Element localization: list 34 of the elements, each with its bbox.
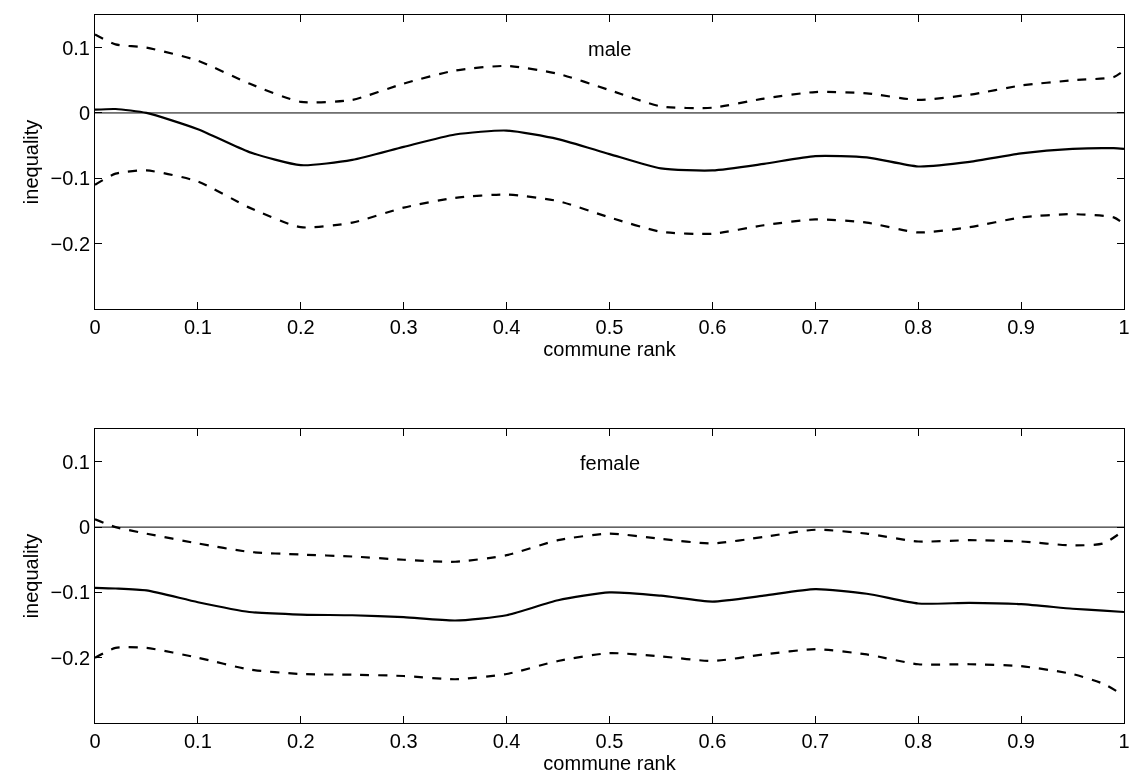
y-tick-label: −0.2 — [50, 646, 90, 669]
x-tick-label: 0.5 — [595, 315, 624, 338]
x-tick-label: 0.9 — [1007, 315, 1036, 338]
x-tick-label: 0.4 — [492, 315, 521, 338]
annotation: female — [580, 452, 641, 474]
x-tick-label: 1 — [1118, 730, 1130, 752]
x-tick-label: 0.7 — [801, 730, 830, 752]
y-axis-title: inequality — [20, 119, 43, 205]
y-axis-title: inequality — [20, 533, 43, 619]
x-axis-title: commune rank — [543, 752, 677, 774]
y-tick-label: 0.1 — [62, 36, 90, 59]
x-tick-label: 0.6 — [698, 315, 727, 338]
x-tick-label: 0.1 — [183, 730, 212, 752]
x-tick-label: 0.5 — [595, 730, 624, 752]
x-tick-label: 0.9 — [1007, 730, 1036, 752]
x-tick-label: 0.6 — [698, 730, 727, 752]
x-tick-label: 0.2 — [286, 730, 315, 752]
x-tick-label: 0.4 — [492, 730, 521, 752]
x-axis-title: commune rank — [543, 337, 677, 360]
y-tick-label: −0.1 — [50, 581, 90, 604]
x-tick-label: 0.3 — [389, 730, 418, 752]
x-tick-label: 0.1 — [183, 315, 212, 338]
y-tick-label: −0.2 — [50, 232, 90, 255]
x-tick-label: 1 — [1118, 315, 1130, 338]
x-tick-label: 0.8 — [904, 730, 933, 752]
x-tick-label: 0.2 — [286, 315, 315, 338]
annotation: male — [588, 38, 632, 60]
y-tick-label: 0 — [78, 101, 90, 124]
y-tick-label: 0 — [78, 516, 90, 539]
x-tick-label: 0.7 — [801, 315, 830, 338]
x-tick-label: 0.8 — [904, 315, 933, 338]
y-tick-label: −0.1 — [50, 167, 90, 190]
x-tick-label: 0.3 — [389, 315, 418, 338]
y-tick-label: 0.1 — [62, 450, 90, 473]
